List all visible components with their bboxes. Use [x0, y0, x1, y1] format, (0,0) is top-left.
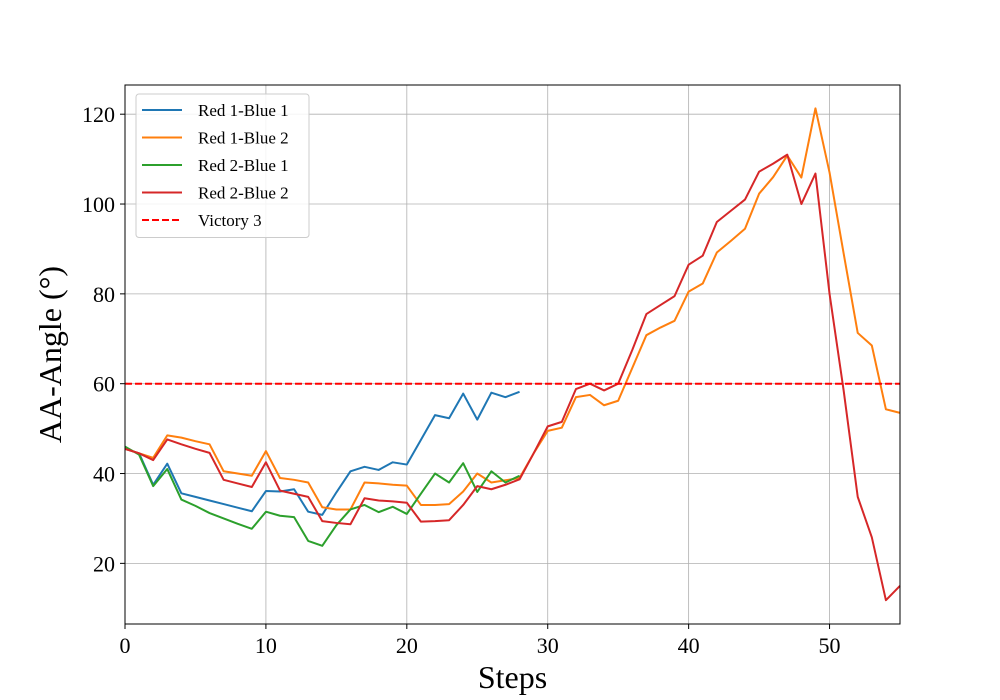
plot-frame — [124, 84, 901, 625]
y-tick-label: 60 — [93, 372, 115, 397]
y-tick-label: 80 — [93, 282, 115, 307]
y-axis-label: AA-Angle (°) — [32, 266, 68, 443]
series-line-red-2-blue-1 — [124, 445, 520, 547]
x-axis-label: Steps — [478, 659, 547, 695]
legend-box — [135, 93, 310, 238]
x-tick-label: 50 — [819, 633, 841, 658]
series-line-red-1-blue-1 — [124, 390, 520, 516]
legend-label: Red 2-Blue 2 — [198, 184, 289, 203]
legend-label: Red 1-Blue 1 — [198, 101, 289, 120]
y-tick-label: 20 — [93, 551, 115, 576]
x-tick-label: 10 — [255, 633, 277, 658]
axis-ticks: 0 10 20 30 40 50 20 40 60 80 100 120 — [82, 102, 841, 658]
x-tick-label: 20 — [396, 633, 418, 658]
x-tick-label: 0 — [120, 633, 131, 658]
legend-label: Red 2-Blue 1 — [198, 156, 289, 175]
series-line-red-2-blue-2 — [124, 153, 901, 602]
x-tick-label: 40 — [678, 633, 700, 658]
legend: Red 1-Blue 1 Red 1-Blue 2 Red 2-Blue 1 Red … — [135, 93, 310, 238]
x-tick-label: 30 — [537, 633, 559, 658]
series-lines — [124, 107, 901, 602]
legend-label: Red 1-Blue 2 — [198, 129, 289, 148]
y-tick-label: 120 — [82, 102, 115, 127]
legend-label: Victory 3 — [198, 211, 262, 230]
y-tick-label: 100 — [82, 192, 115, 217]
y-tick-label: 40 — [93, 462, 115, 487]
